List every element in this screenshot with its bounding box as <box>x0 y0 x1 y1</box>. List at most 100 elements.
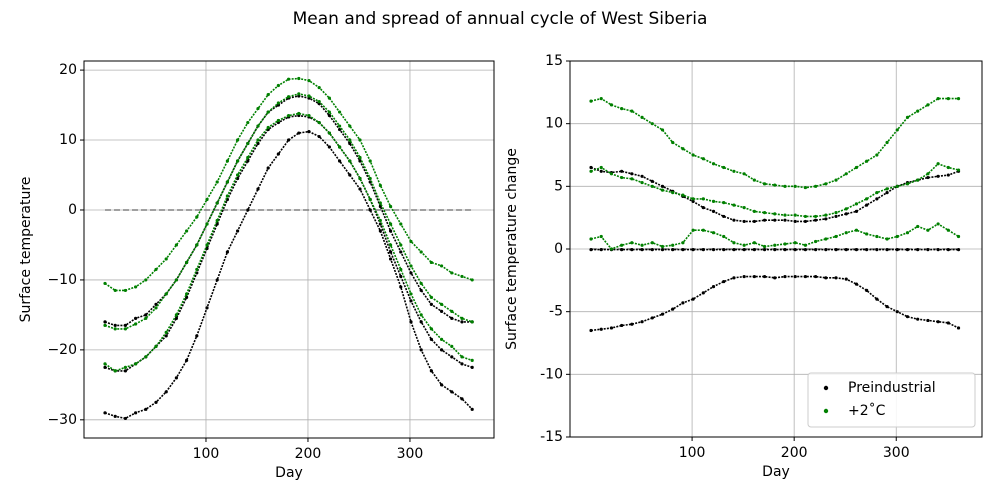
point <box>307 130 311 134</box>
point <box>164 292 168 296</box>
point <box>701 228 705 232</box>
point <box>399 222 403 226</box>
series-line <box>590 275 959 332</box>
point <box>742 206 746 210</box>
point <box>589 99 593 103</box>
axes: 100 200 300 15 10 5 0 -5 -10 -15 Day Surface temper… <box>504 53 983 480</box>
x-tick-label: 200 <box>295 446 322 462</box>
point <box>640 243 644 247</box>
point <box>317 85 321 90</box>
point <box>113 288 117 293</box>
point <box>834 234 838 239</box>
point <box>388 222 393 226</box>
point <box>762 274 767 279</box>
point <box>660 188 665 192</box>
point <box>660 248 665 252</box>
point <box>599 169 603 173</box>
point <box>113 369 117 373</box>
point <box>317 120 321 125</box>
point <box>358 155 362 160</box>
point <box>235 173 240 177</box>
y-tick-label: 5 <box>554 178 563 194</box>
point <box>783 242 787 246</box>
point <box>103 411 107 415</box>
point <box>773 212 777 216</box>
point <box>276 152 280 156</box>
point <box>409 271 413 275</box>
point <box>773 218 777 222</box>
point <box>650 179 654 183</box>
point <box>701 291 705 295</box>
point <box>609 326 614 330</box>
point <box>732 203 736 207</box>
point <box>865 288 869 292</box>
point <box>337 124 342 128</box>
point <box>113 327 117 331</box>
point <box>752 274 756 279</box>
point <box>936 162 940 166</box>
point <box>926 103 930 107</box>
y-tick-label: 15 <box>545 53 563 69</box>
point <box>235 138 240 142</box>
point <box>205 246 209 251</box>
point <box>123 288 128 293</box>
point <box>660 244 665 249</box>
point <box>144 355 148 359</box>
point <box>368 197 372 202</box>
point <box>783 248 787 252</box>
point <box>205 197 209 202</box>
point <box>936 97 940 101</box>
point <box>956 168 961 172</box>
point <box>246 120 250 125</box>
point <box>824 213 828 217</box>
point <box>286 138 291 142</box>
point <box>460 320 464 324</box>
point <box>134 285 138 289</box>
point <box>824 217 828 221</box>
point <box>691 248 695 252</box>
point <box>722 248 726 252</box>
point <box>752 248 756 252</box>
point <box>711 248 716 252</box>
point <box>164 334 168 338</box>
point <box>650 184 654 188</box>
series-line <box>104 114 473 372</box>
point <box>215 201 219 205</box>
point <box>589 328 593 333</box>
point <box>589 248 593 252</box>
point <box>905 315 910 319</box>
series-line <box>590 97 959 189</box>
point <box>660 128 665 132</box>
point <box>946 228 950 232</box>
point <box>297 131 301 135</box>
point <box>630 172 634 176</box>
point <box>388 204 393 209</box>
point <box>358 187 362 191</box>
point <box>215 180 219 184</box>
point <box>875 191 879 195</box>
point <box>854 248 859 252</box>
point <box>711 231 716 235</box>
point <box>701 206 705 210</box>
point <box>691 297 695 301</box>
point <box>450 316 454 320</box>
point <box>185 292 189 296</box>
point <box>834 248 838 252</box>
point <box>399 285 403 289</box>
point <box>378 218 382 223</box>
point <box>742 219 746 224</box>
point <box>399 243 403 247</box>
point <box>439 309 444 314</box>
point <box>429 369 433 373</box>
point <box>439 348 444 352</box>
point <box>327 96 331 100</box>
point <box>144 316 148 320</box>
point <box>956 97 961 101</box>
point <box>916 248 920 252</box>
point <box>681 241 685 245</box>
point <box>368 159 372 163</box>
point <box>368 208 372 212</box>
point <box>650 316 654 320</box>
point <box>620 243 624 247</box>
point <box>814 218 818 222</box>
